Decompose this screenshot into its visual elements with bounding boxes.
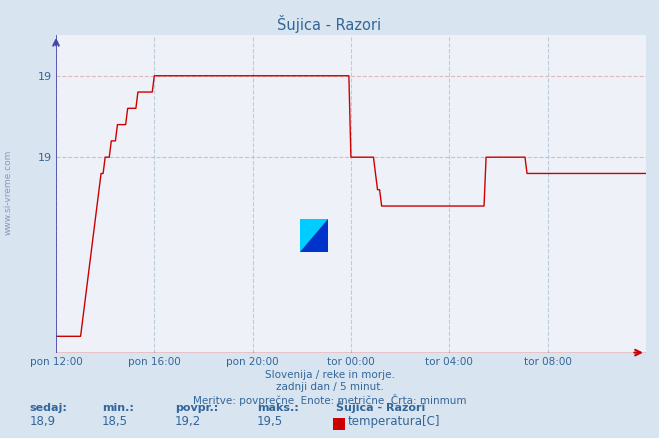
Text: povpr.:: povpr.:	[175, 403, 218, 413]
Text: 18,5: 18,5	[102, 415, 128, 428]
Text: maks.:: maks.:	[257, 403, 299, 413]
Text: min.:: min.:	[102, 403, 134, 413]
Text: Meritve: povprečne  Enote: metrične  Črta: minmum: Meritve: povprečne Enote: metrične Črta:…	[192, 394, 467, 406]
Text: sedaj:: sedaj:	[30, 403, 67, 413]
Text: Slovenija / reke in morje.: Slovenija / reke in morje.	[264, 370, 395, 380]
Polygon shape	[300, 219, 328, 252]
Text: temperatura[C]: temperatura[C]	[348, 415, 440, 428]
Text: 19,5: 19,5	[257, 415, 283, 428]
Text: www.si-vreme.com: www.si-vreme.com	[3, 150, 13, 235]
Text: Šujica - Razori: Šujica - Razori	[336, 401, 425, 413]
Polygon shape	[300, 219, 328, 252]
Text: 18,9: 18,9	[30, 415, 56, 428]
Text: 19,2: 19,2	[175, 415, 201, 428]
Text: zadnji dan / 5 minut.: zadnji dan / 5 minut.	[275, 382, 384, 392]
Text: Šujica - Razori: Šujica - Razori	[277, 15, 382, 33]
